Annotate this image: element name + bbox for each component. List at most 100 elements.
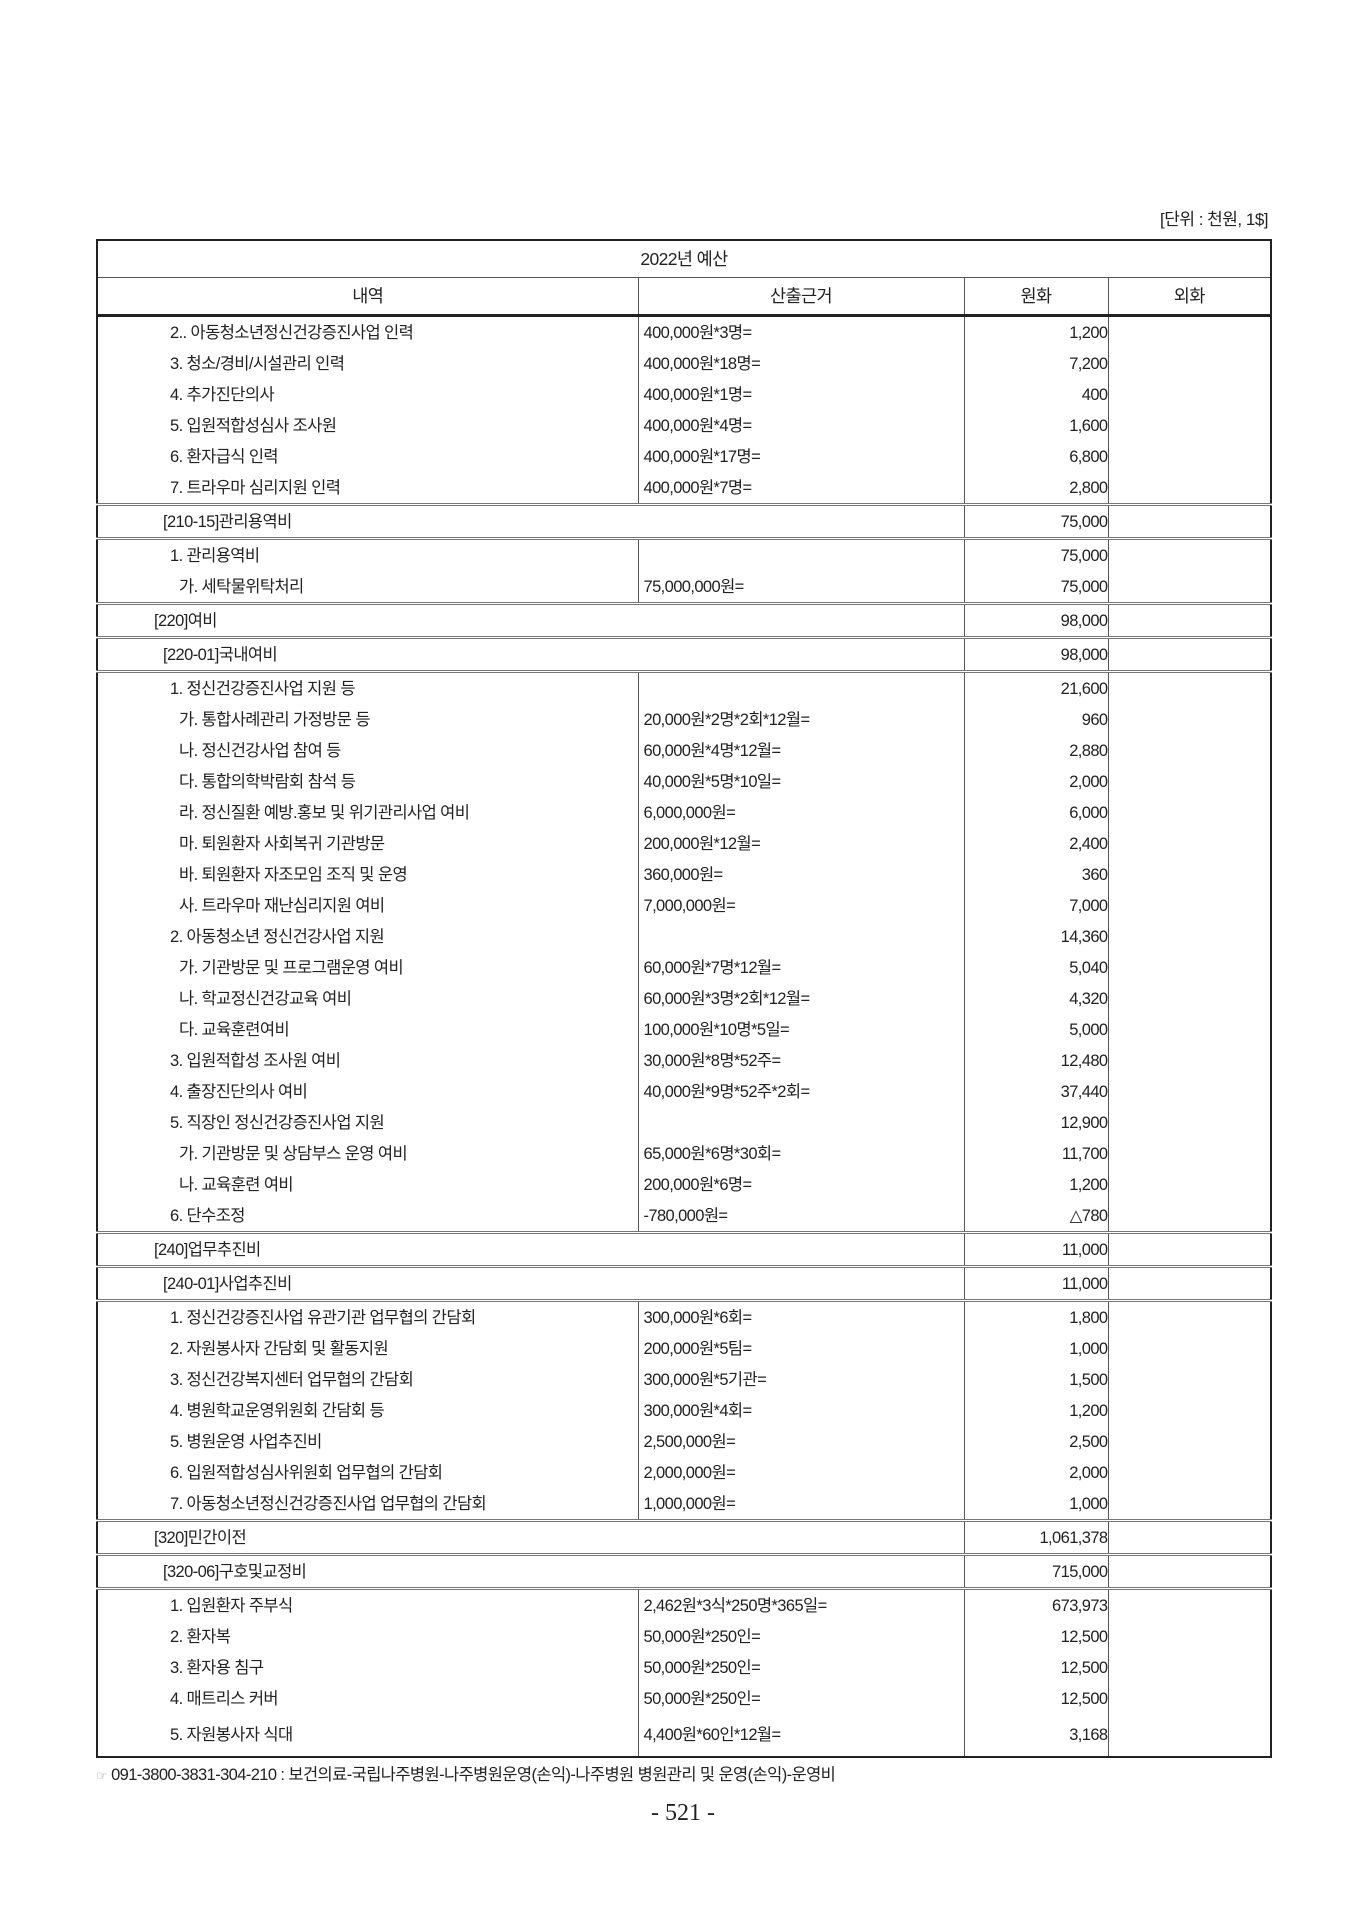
description-cell: 5. 입원적합성심사 조사원 [97,410,639,441]
krw-cell: 12,900 [964,1107,1109,1138]
footer-text: 091-3800-3831-304-210 : 보건의료-국립나주병원-나주병원… [111,1766,836,1784]
description-cell: 1. 정신건강증진사업 지원 등 [97,671,639,704]
foreign-cell [1108,766,1272,797]
description-cell: 4. 추가진단의사 [97,379,639,410]
krw-cell: 1,000 [964,1488,1109,1521]
description-cell: [320-06]구호및교정비 [97,1553,965,1590]
krw-cell: 673,973 [964,1588,1109,1621]
krw-cell: 1,600 [964,410,1109,441]
krw-cell: △780 [964,1200,1109,1233]
foreign-cell [1108,1169,1272,1200]
krw-cell: 1,200 [964,315,1109,348]
krw-cell: 98,000 [964,636,1109,673]
basis-cell: 60,000원*3명*2회*12월= [638,983,965,1014]
krw-cell: 7,000 [964,890,1109,921]
table-row: 7. 아동청소년정신건강증진사업 업무협의 간담회 1,000,000원= 1,00… [97,1488,1272,1521]
table-row: 4. 추가진단의사 400,000원*1명= 400 [97,379,1272,410]
krw-cell: 7,200 [964,348,1109,379]
table-row: 나. 정신건강사업 참여 등 60,000원*4명*12월= 2,880 [97,735,1272,766]
krw-cell: 98,000 [964,602,1109,639]
foreign-cell [1108,1621,1272,1652]
basis-cell: 400,000원*4명= [638,410,965,441]
basis-cell: 400,000원*3명= [638,315,965,348]
basis-cell: 200,000원*12월= [638,828,965,859]
description-cell: 라. 정신질환 예방.홍보 및 위기관리사업 여비 [97,797,639,828]
table-row: 1. 관리용역비 75,000 [97,538,1272,571]
table-row: 나. 교육훈련 여비 200,000원*6명= 1,200 [97,1169,1272,1200]
table-body: 2.. 아동청소년정신건강증진사업 인력 400,000원*3명= 1,200 3. … [97,315,1272,1757]
description-cell: 7. 아동청소년정신건강증진사업 업무협의 간담회 [97,1488,639,1521]
basis-cell: 50,000원*250인= [638,1621,965,1652]
table-row: 라. 정신질환 예방.홍보 및 위기관리사업 여비 6,000,000원= 6,00… [97,797,1272,828]
table-row: 4. 매트리스 커버 50,000원*250인= 12,500 [97,1683,1272,1714]
krw-cell: 21,600 [964,671,1109,704]
krw-cell: 1,000 [964,1333,1109,1364]
foreign-cell [1108,1714,1272,1757]
foreign-cell [1108,1333,1272,1364]
basis-cell: 360,000원= [638,859,965,890]
basis-cell: 2,500,000원= [638,1426,965,1457]
table-row: 가. 기관방문 및 프로그램운영 여비 60,000원*7명*12월= 5,040 [97,952,1272,983]
description-cell: 3. 청소/경비/시설관리 인력 [97,348,639,379]
description-cell: 7. 트라우마 심리지원 인력 [97,472,639,505]
foreign-cell [1108,315,1272,348]
krw-cell: 2,880 [964,735,1109,766]
description-cell: 나. 학교정신건강교육 여비 [97,983,639,1014]
description-cell: 가. 세탁물위탁처리 [97,571,639,604]
description-cell: [220-01]국내여비 [97,636,965,673]
header-krw: 원화 [964,277,1109,317]
foreign-cell [1108,952,1272,983]
foreign-cell [1108,348,1272,379]
krw-cell: 2,000 [964,1457,1109,1488]
foreign-cell [1108,1652,1272,1683]
description-cell: 사. 트라우마 재난심리지원 여비 [97,890,639,921]
description-cell: 가. 기관방문 및 상담부스 운영 여비 [97,1138,639,1169]
basis-cell: 40,000원*5명*10일= [638,766,965,797]
description-cell: [240-01]사업추진비 [97,1265,965,1302]
description-cell: 6. 입원적합성심사위원회 업무협의 간담회 [97,1457,639,1488]
section-row: [240]업무추진비 11,000 [97,1231,1272,1268]
basis-cell: 400,000원*18명= [638,348,965,379]
krw-cell: 11,000 [964,1231,1109,1268]
basis-cell: 300,000원*6회= [638,1300,965,1333]
description-cell: [210-15]관리용역비 [97,503,965,540]
basis-cell: 40,000원*9명*52주*2회= [638,1076,965,1107]
krw-cell: 960 [964,704,1109,735]
description-cell: 나. 정신건강사업 참여 등 [97,735,639,766]
description-cell: 3. 입원적합성 조사원 여비 [97,1045,639,1076]
table-row: 나. 학교정신건강교육 여비 60,000원*3명*2회*12월= 4,320 [97,983,1272,1014]
basis-cell: 200,000원*6명= [638,1169,965,1200]
description-cell: 다. 통합의학박람회 참석 등 [97,766,639,797]
foreign-cell [1108,1200,1272,1233]
table-row: 4. 병원학교운영위원회 간담회 등 300,000원*4회= 1,200 [97,1395,1272,1426]
table-row: 1. 정신건강증진사업 유관기관 업무협의 간담회 300,000원*6회= 1,8… [97,1300,1272,1333]
description-cell: 다. 교육훈련여비 [97,1014,639,1045]
basis-cell: 20,000원*2명*2회*12월= [638,704,965,735]
header-description: 내역 [97,277,639,317]
foreign-cell [1108,735,1272,766]
foreign-cell [1108,538,1272,571]
basis-cell [638,538,965,571]
header-foreign: 외화 [1108,277,1272,317]
foreign-cell [1108,797,1272,828]
unit-note: [단위 : 천원, 1$] [1159,210,1269,229]
basis-cell: 50,000원*250인= [638,1652,965,1683]
foreign-cell [1108,636,1272,673]
table-row: 3. 입원적합성 조사원 여비 30,000원*8명*52주= 12,480 [97,1045,1272,1076]
description-cell: 6. 환자급식 인력 [97,441,639,472]
description-cell: 가. 통합사례관리 가정방문 등 [97,704,639,735]
krw-cell: 11,000 [964,1265,1109,1302]
foreign-cell [1108,1488,1272,1521]
foreign-cell [1108,1364,1272,1395]
description-cell: 6. 단수조정 [97,1200,639,1233]
table-row: 2. 아동청소년 정신건강사업 지원 14,360 [97,921,1272,952]
foreign-cell [1108,379,1272,410]
basis-cell: 2,462원*3식*250명*365일= [638,1588,965,1621]
krw-cell: 11,700 [964,1138,1109,1169]
description-cell: 1. 정신건강증진사업 유관기관 업무협의 간담회 [97,1300,639,1333]
description-cell: 5. 자원봉사자 식대 [97,1714,639,1757]
basis-cell: -780,000원= [638,1200,965,1233]
krw-cell: 2,500 [964,1426,1109,1457]
krw-cell: 1,200 [964,1169,1109,1200]
krw-cell: 360 [964,859,1109,890]
